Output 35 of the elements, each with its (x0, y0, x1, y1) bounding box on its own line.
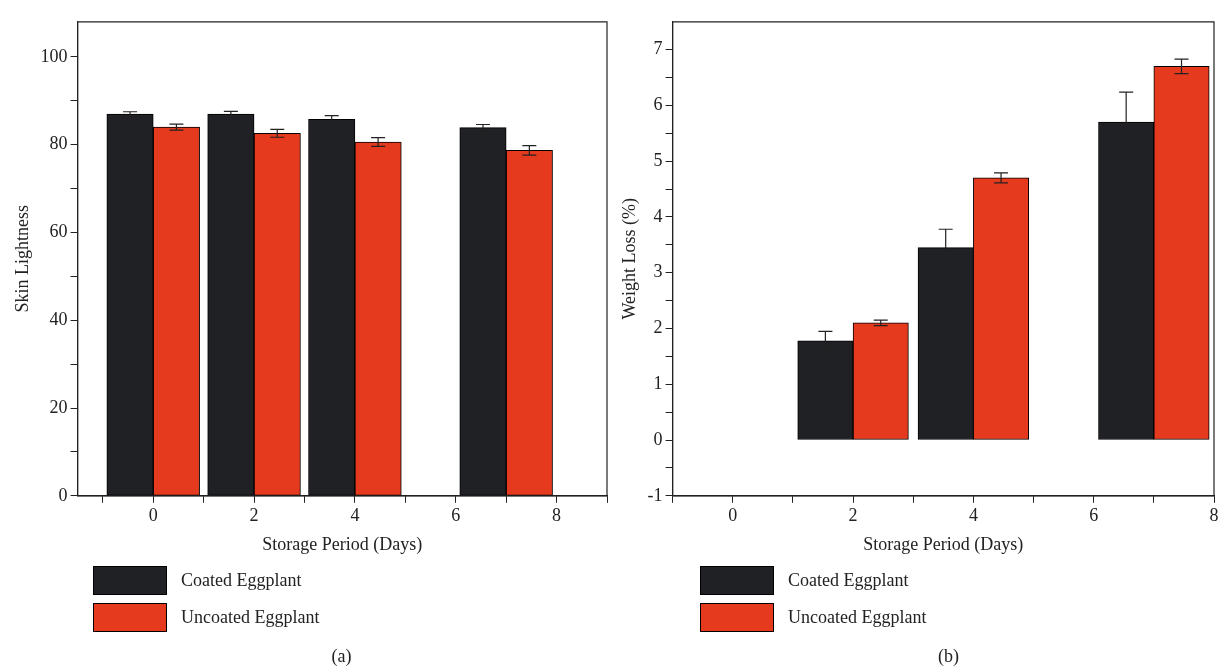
x-tick-label: 8 (1209, 505, 1219, 526)
x-tick-label: 4 (350, 505, 360, 526)
y-tick-label: 0 (653, 428, 663, 449)
y-tick-label: 20 (49, 396, 68, 417)
text: (a) (330, 646, 353, 667)
y-tick-label: 80 (49, 133, 68, 154)
y-tick-label: 2 (653, 317, 663, 338)
x-axis-title: Storage Period (Days) (262, 533, 423, 555)
y-tick-label: 5 (653, 149, 663, 170)
y-tick-label: 7 (653, 38, 663, 59)
y-tick-label: 40 (49, 308, 68, 329)
y-tick-label: 100 (40, 45, 68, 66)
legend-label: Coated Eggplant (788, 570, 909, 591)
y-tick-label: 0 (58, 484, 68, 505)
x-tick-label: 2 (249, 505, 259, 526)
text: (b) (937, 646, 960, 667)
y-tick-label: 60 (49, 221, 68, 242)
legend-label: Uncoated Eggplant (181, 607, 320, 628)
y-tick-label: 6 (653, 94, 663, 115)
legend-label: Uncoated Eggplant (788, 607, 927, 628)
x-tick-label: 0 (728, 505, 738, 526)
x-tick-label: 6 (451, 505, 461, 526)
y-axis-title: Weight Loss (%) (618, 198, 640, 320)
x-tick-label: 2 (848, 505, 858, 526)
x-tick-label: 8 (552, 505, 562, 526)
x-axis-title: Storage Period (Days) (863, 533, 1024, 555)
legend-label: Coated Eggplant (181, 570, 302, 591)
x-tick-label: 4 (968, 505, 978, 526)
y-tick-label: 1 (653, 373, 663, 393)
y-axis-title: Skin Lightness (11, 205, 32, 313)
y-tick-label: 4 (653, 205, 663, 226)
y-tick-label: -1 (647, 484, 663, 505)
x-tick-label: 6 (1089, 505, 1099, 526)
x-tick-label: 0 (148, 505, 158, 526)
y-tick-label: 3 (653, 261, 663, 282)
